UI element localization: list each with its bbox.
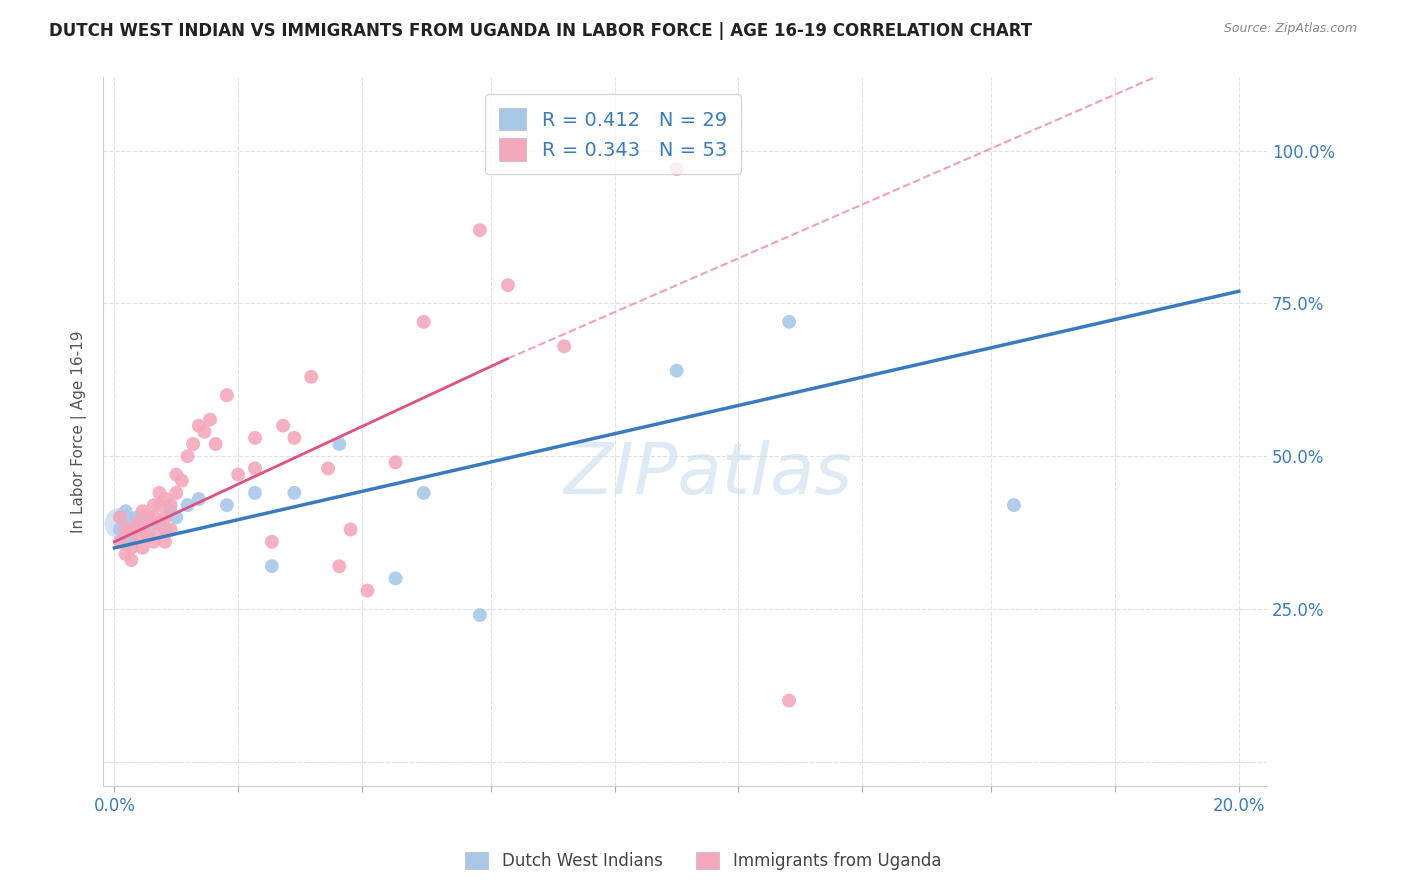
Point: [328, 437, 350, 451]
Point: [170, 474, 193, 488]
Point: [778, 693, 800, 707]
Point: [136, 529, 159, 543]
Point: [412, 315, 434, 329]
Point: [193, 425, 215, 439]
Point: [243, 486, 266, 500]
Point: [356, 583, 378, 598]
Point: [204, 437, 226, 451]
Point: [131, 523, 153, 537]
Point: [114, 523, 136, 537]
Point: [243, 461, 266, 475]
Point: [114, 504, 136, 518]
Point: [260, 534, 283, 549]
Point: [148, 516, 170, 531]
Point: [142, 510, 165, 524]
Point: [153, 510, 176, 524]
Point: [226, 467, 249, 482]
Y-axis label: In Labor Force | Age 16-19: In Labor Force | Age 16-19: [72, 331, 87, 533]
Point: [165, 510, 187, 524]
Point: [125, 516, 148, 531]
Point: [283, 486, 305, 500]
Point: [665, 162, 688, 177]
Point: [108, 534, 131, 549]
Legend: R = 0.412   N = 29, R = 0.343   N = 53: R = 0.412 N = 29, R = 0.343 N = 53: [485, 95, 741, 174]
Point: [176, 498, 198, 512]
Point: [114, 547, 136, 561]
Point: [159, 498, 181, 512]
Point: [384, 571, 406, 585]
Point: [120, 516, 142, 531]
Point: [114, 534, 136, 549]
Point: [159, 504, 181, 518]
Point: [108, 510, 131, 524]
Point: [142, 516, 165, 531]
Text: ZIPatlas: ZIPatlas: [564, 440, 853, 508]
Point: [120, 541, 142, 555]
Point: [553, 339, 575, 353]
Point: [153, 491, 176, 506]
Point: [496, 278, 519, 293]
Point: [328, 559, 350, 574]
Point: [187, 418, 209, 433]
Text: DUTCH WEST INDIAN VS IMMIGRANTS FROM UGANDA IN LABOR FORCE | AGE 16-19 CORRELATI: DUTCH WEST INDIAN VS IMMIGRANTS FROM UGA…: [49, 22, 1032, 40]
Point: [412, 486, 434, 500]
Point: [271, 418, 294, 433]
Point: [198, 412, 221, 426]
Point: [136, 529, 159, 543]
Text: Source: ZipAtlas.com: Source: ZipAtlas.com: [1223, 22, 1357, 36]
Point: [120, 553, 142, 567]
Point: [187, 491, 209, 506]
Point: [283, 431, 305, 445]
Point: [165, 486, 187, 500]
Point: [778, 315, 800, 329]
Point: [120, 529, 142, 543]
Point: [316, 461, 339, 475]
Point: [131, 541, 153, 555]
Point: [148, 523, 170, 537]
Point: [131, 510, 153, 524]
Point: [299, 369, 322, 384]
Point: [131, 504, 153, 518]
Point: [181, 437, 204, 451]
Point: [108, 523, 131, 537]
Point: [136, 510, 159, 524]
Point: [125, 510, 148, 524]
Point: [165, 467, 187, 482]
Point: [468, 223, 491, 237]
Point: [153, 523, 176, 537]
Point: [142, 534, 165, 549]
Point: [1002, 498, 1025, 512]
Point: [384, 455, 406, 469]
Point: [148, 498, 170, 512]
Point: [215, 498, 238, 512]
Point: [131, 523, 153, 537]
Point: [468, 608, 491, 623]
Point: [215, 388, 238, 402]
Point: [665, 364, 688, 378]
Point: [176, 449, 198, 463]
Point: [108, 510, 131, 524]
Point: [159, 523, 181, 537]
Point: [114, 523, 136, 537]
Point: [243, 431, 266, 445]
Point: [339, 523, 361, 537]
Point: [260, 559, 283, 574]
Point: [125, 529, 148, 543]
Point: [108, 516, 131, 531]
Legend: Dutch West Indians, Immigrants from Uganda: Dutch West Indians, Immigrants from Ugan…: [458, 845, 948, 877]
Point: [142, 498, 165, 512]
Point: [148, 486, 170, 500]
Point: [153, 534, 176, 549]
Point: [120, 523, 142, 537]
